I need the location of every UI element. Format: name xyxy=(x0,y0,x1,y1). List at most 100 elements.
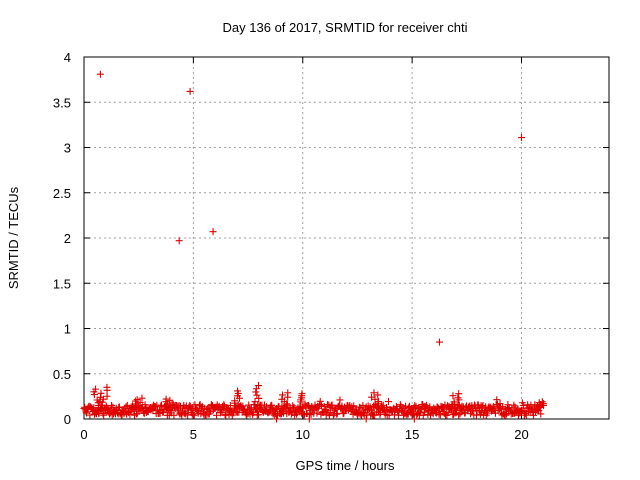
x-axis: 0 5 10 15 20 xyxy=(80,57,529,442)
burst-point xyxy=(279,391,287,399)
baseline-point xyxy=(385,398,392,406)
dip-point xyxy=(273,415,280,423)
burst-point xyxy=(253,391,261,399)
baseline-point xyxy=(472,411,480,419)
baseline-point xyxy=(207,401,215,409)
outlier-point xyxy=(96,70,104,78)
y-tick-label: 1 xyxy=(64,322,71,337)
baseline-point xyxy=(170,411,178,419)
burst-point xyxy=(375,398,383,406)
burst-point xyxy=(166,396,174,404)
burst-point xyxy=(251,398,259,406)
y-axis: 0 0.5 1 1.5 2 2.5 3 3.5 4 xyxy=(53,50,609,427)
baseline-point xyxy=(184,411,192,419)
baseline-point xyxy=(313,409,321,417)
burst-point xyxy=(368,393,376,401)
burst-point xyxy=(278,402,286,410)
baseline-point xyxy=(493,396,501,404)
burst-point xyxy=(374,391,382,399)
burst-point xyxy=(162,395,170,403)
baseline-point xyxy=(190,411,198,419)
y-tick-label: 3 xyxy=(64,141,71,156)
burst-point xyxy=(103,392,111,400)
burst-point xyxy=(301,400,309,408)
baseline-point xyxy=(378,402,386,410)
baseline-point xyxy=(141,401,149,409)
burst-point xyxy=(92,385,100,393)
baseline-point xyxy=(186,402,194,410)
burst-point xyxy=(535,399,543,407)
baseline-point xyxy=(444,408,452,416)
burst-point xyxy=(255,382,263,390)
baseline-point xyxy=(100,411,108,419)
burst-point xyxy=(450,398,458,406)
baseline-point xyxy=(454,401,462,409)
dip-point xyxy=(305,415,313,423)
baseline-point xyxy=(109,403,117,411)
baseline-point xyxy=(333,409,341,417)
baseline-point xyxy=(329,411,337,419)
baseline-point xyxy=(411,401,419,409)
burst-point xyxy=(538,398,546,406)
baseline-point xyxy=(530,411,538,419)
baseline-point xyxy=(268,401,276,409)
baseline-point xyxy=(356,403,364,411)
y-tick-label: 2.5 xyxy=(53,186,71,201)
burst-point xyxy=(97,389,105,397)
y-tick-label: 0.5 xyxy=(53,367,71,382)
baseline-point xyxy=(333,410,341,418)
baseline-point xyxy=(472,405,480,413)
chart-title: Day 136 of 2017, SRMTID for receiver cht… xyxy=(223,20,468,35)
burst-point xyxy=(234,387,242,395)
y-tick-label: 1.5 xyxy=(53,276,71,291)
data-points xyxy=(80,70,548,423)
dip-point xyxy=(410,415,418,423)
baseline-point xyxy=(115,403,123,411)
burst-point xyxy=(231,397,239,405)
baseline-point xyxy=(409,410,417,418)
baseline-point xyxy=(213,411,221,419)
baseline-point xyxy=(537,410,545,418)
burst-point xyxy=(370,389,378,397)
x-tick-label: 10 xyxy=(296,427,310,442)
baseline-point xyxy=(255,411,263,419)
outlier-point xyxy=(435,338,443,346)
baseline-point xyxy=(275,403,283,411)
burst-point xyxy=(278,395,286,403)
burst-point xyxy=(98,398,106,406)
burst-point xyxy=(255,394,263,402)
baseline-point xyxy=(86,411,94,419)
x-tick-label: 0 xyxy=(80,427,87,442)
y-tick-label: 2 xyxy=(64,231,71,246)
baseline-point xyxy=(443,411,451,419)
baseline-point xyxy=(194,406,202,414)
burst-point xyxy=(99,395,107,403)
outlier-point xyxy=(209,228,217,236)
outlier-point xyxy=(175,237,183,245)
baseline-point xyxy=(434,403,442,411)
baseline-point xyxy=(455,411,463,419)
baseline-point xyxy=(222,411,230,419)
baseline-point xyxy=(366,403,374,411)
x-tick-label: 20 xyxy=(514,427,528,442)
burst-point xyxy=(284,389,292,397)
baseline-point xyxy=(316,397,324,405)
burst-point xyxy=(374,404,382,412)
burst-point xyxy=(369,402,377,410)
baseline-point xyxy=(157,401,165,409)
burst-point xyxy=(454,394,462,402)
baseline-point xyxy=(108,401,116,409)
burst-point xyxy=(455,390,463,398)
burst-point xyxy=(449,392,457,400)
baseline-point xyxy=(416,405,424,413)
outlier-point xyxy=(186,87,194,95)
x-tick-label: 5 xyxy=(190,427,197,442)
y-tick-label: 0 xyxy=(64,412,71,427)
baseline-point xyxy=(328,401,336,409)
outlier-point xyxy=(518,134,525,142)
burst-point xyxy=(133,396,141,404)
baseline-point xyxy=(502,411,510,419)
grid-lines xyxy=(84,57,609,419)
baseline-point xyxy=(419,411,427,419)
